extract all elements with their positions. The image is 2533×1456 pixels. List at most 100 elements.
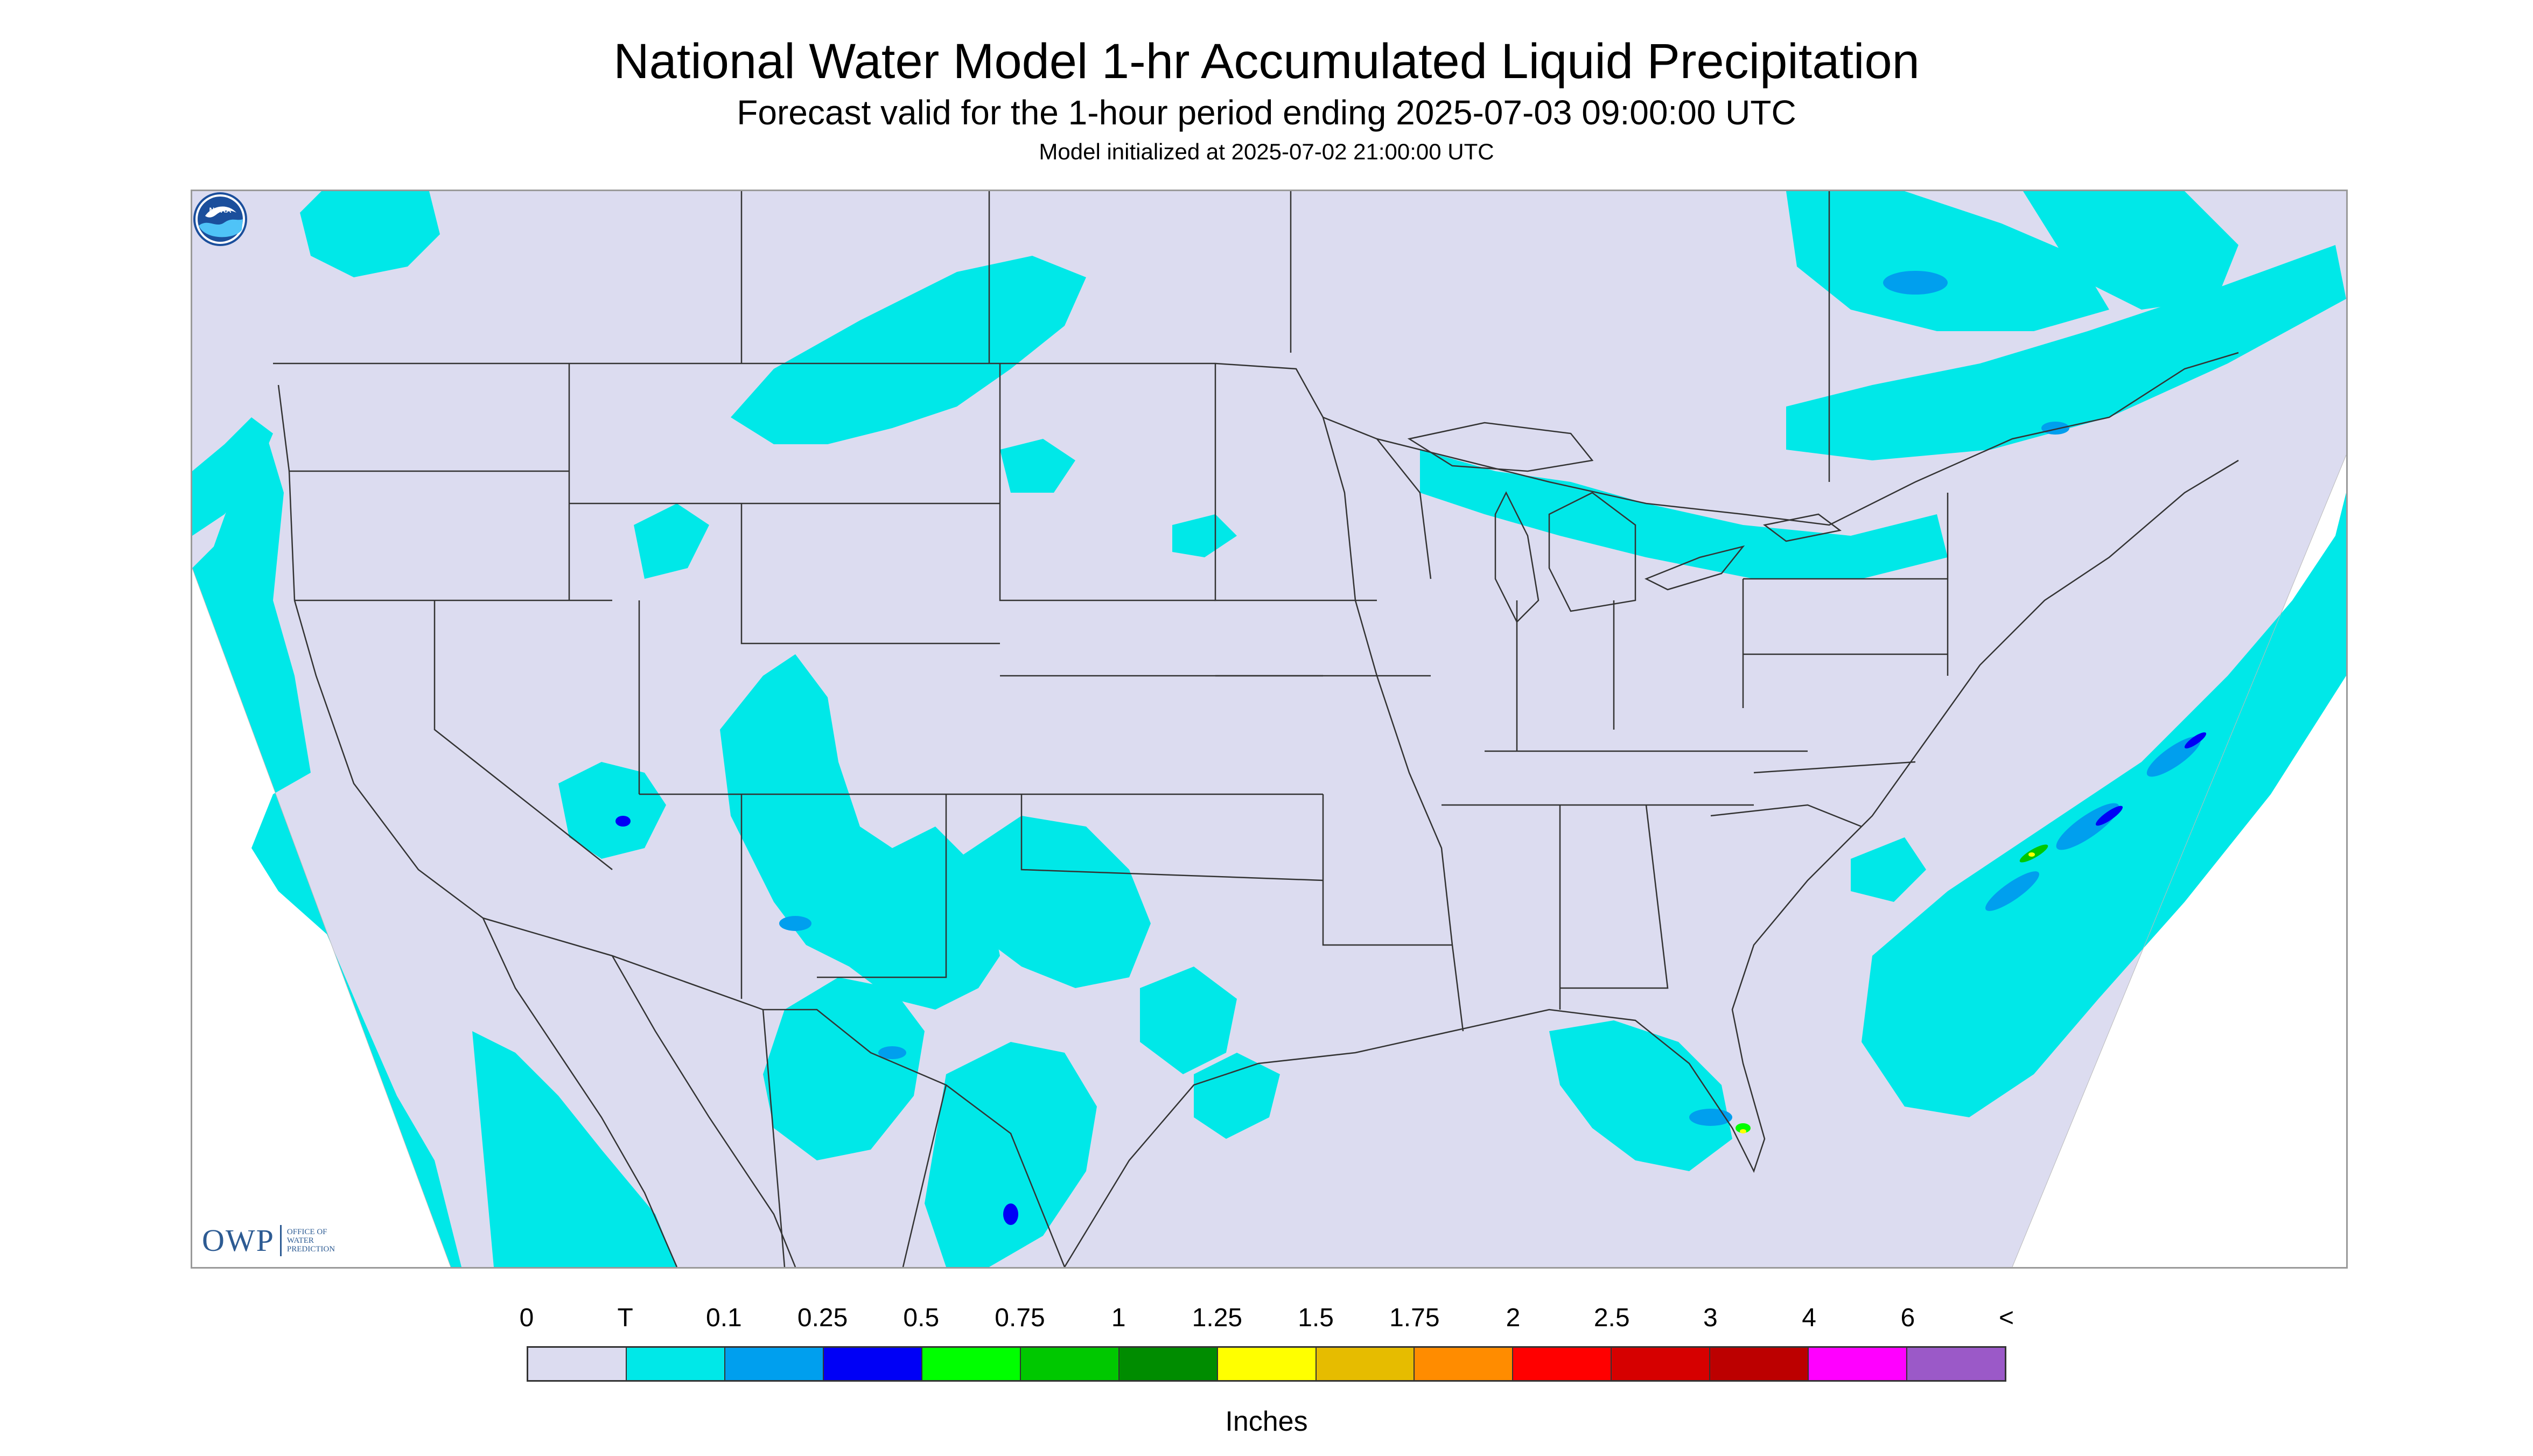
legend-tick-label: 0.25 <box>797 1304 848 1332</box>
legend-swatch <box>1316 1348 1415 1380</box>
legend-swatch <box>823 1348 922 1380</box>
florida-cluster <box>1549 1020 1732 1171</box>
quebec-cell <box>2041 422 2069 435</box>
state-line-nm-tx <box>817 794 947 978</box>
legend-swatch <box>1217 1348 1317 1380</box>
state-line-ar-la <box>1322 794 1452 946</box>
pacific-coast-band <box>192 439 461 1267</box>
atlantic-offshore-band <box>1862 493 2346 1117</box>
state-line-va-nc <box>1753 761 1916 774</box>
legend-tick-label: 4 <box>1802 1304 1816 1332</box>
legend-tick-label: T <box>617 1304 633 1332</box>
baja-mexico-band <box>472 1031 677 1267</box>
legend-swatch <box>1809 1348 1908 1380</box>
map-canvas <box>192 191 2346 1267</box>
atlantic-yellow-cell <box>2028 852 2035 857</box>
state-line-ca-nv <box>433 600 613 870</box>
hudson-bay-band <box>1786 191 2109 331</box>
legend-swatch <box>922 1348 1021 1380</box>
legend-units-label: Inches <box>1225 1406 1308 1437</box>
noaa-logo: NOAA <box>193 192 247 246</box>
noaa-logo-text: NOAA <box>209 206 231 214</box>
mexico-cell <box>878 1046 906 1059</box>
legend-tick-label: 1.5 <box>1298 1304 1334 1332</box>
legend-swatch <box>1020 1348 1119 1380</box>
legend-tick-label: 0.75 <box>995 1304 1045 1332</box>
legend-swatch <box>1710 1348 1809 1380</box>
legend-tick-label: 0 <box>519 1304 534 1332</box>
precipitation-map: OWP OFFICE OF WATER PREDICTION NOAA <box>191 190 2348 1269</box>
lake-ontario <box>1763 513 1842 542</box>
moderate-precip-areas <box>615 732 2207 1225</box>
state-line-dakotas <box>999 363 1215 601</box>
northern-mexico-east-cluster <box>1140 967 1237 1074</box>
atlantic-core-a <box>2096 806 2123 826</box>
legend-tick-label: < <box>1998 1304 2014 1332</box>
legend-swatch <box>725 1348 824 1380</box>
upper-plains-scatter <box>1000 439 1075 493</box>
owp-logo-letters: OWP <box>202 1223 275 1258</box>
legend-swatch <box>528 1348 627 1380</box>
legend-swatch <box>1513 1348 1612 1380</box>
southwest-core <box>615 816 631 827</box>
mexico-central-cluster <box>925 1042 1097 1267</box>
domain-edge <box>192 568 451 1267</box>
hudson-bay-cell <box>1883 271 1948 295</box>
owp-logo-divider <box>279 1224 282 1256</box>
model-init-line: Model initialized at 2025-07-02 21:00:00… <box>1039 139 1494 164</box>
us-canada-border <box>273 352 2239 526</box>
lower-michigan <box>1548 492 1636 612</box>
atlantic-cell-c <box>1985 871 2039 911</box>
legend-swatch <box>1119 1348 1218 1380</box>
state-line-ok-tx <box>1020 794 1324 881</box>
state-line-mn-ia <box>1214 363 1377 601</box>
domain-edge-right <box>2012 454 2346 1267</box>
heavy-precip-areas <box>1736 844 2048 1133</box>
mexico-state-line-a <box>762 1009 786 1267</box>
labrador-band <box>2023 191 2238 310</box>
legend-swatch <box>626 1348 725 1380</box>
state-line-nc-sc <box>1710 804 1862 828</box>
gulf-coastline <box>1063 459 2239 1267</box>
legend-swatch <box>1415 1348 1514 1380</box>
canada-prairie-band <box>731 256 1086 444</box>
idaho-cluster <box>634 503 709 579</box>
texas-panhandle-cluster <box>957 816 1151 988</box>
legend-tick-label: 1 <box>1111 1304 1126 1332</box>
state-line-al-ga <box>1560 804 1669 989</box>
bc-interior-band <box>300 191 440 277</box>
carolina-coast-cluster <box>1851 837 1926 902</box>
legend-tick-label: 2 <box>1506 1304 1521 1332</box>
gulf-texas-coast-cluster <box>1194 1053 1280 1139</box>
legend-tick-label: 6 <box>1900 1304 1915 1332</box>
mexico-state-line-b <box>902 1084 947 1267</box>
legend-tick-label: 1.25 <box>1192 1304 1243 1332</box>
pacific-nw-band <box>192 417 273 536</box>
lake-superior <box>1407 422 1594 472</box>
legend-swatch <box>1612 1348 1711 1380</box>
color-legend <box>527 1346 2006 1382</box>
state-line-wi-mi <box>1376 438 1432 579</box>
nebraska-scatter <box>1172 514 1237 557</box>
legend-tick-label: 0.5 <box>903 1304 940 1332</box>
florida-green-cell <box>1736 1123 1751 1133</box>
mississippi-river <box>1322 417 1464 1032</box>
legend-tick-label: 1.75 <box>1389 1304 1440 1332</box>
owp-logo-text: OFFICE OF WATER PREDICTION <box>286 1227 335 1254</box>
mexico-core <box>1003 1203 1018 1225</box>
lake-erie <box>1644 545 1745 591</box>
forecast-valid-subtitle: Forecast valid for the 1-hour period end… <box>737 93 1796 132</box>
political-boundaries <box>273 191 2239 1267</box>
atlantic-core-b <box>2184 732 2207 748</box>
legend-swatch <box>1907 1348 2005 1380</box>
lake-michigan <box>1494 491 1540 624</box>
state-line-wy-co <box>740 503 1000 645</box>
southwest-cell <box>779 916 811 931</box>
legend-tick-label: 0.1 <box>706 1304 742 1332</box>
legend-tick-label: 3 <box>1703 1304 1718 1332</box>
us-mexico-border <box>482 917 1066 1267</box>
owp-logo: OWP OFFICE OF WATER PREDICTION <box>202 1222 352 1258</box>
baja-coastline <box>482 918 678 1267</box>
florida-yellow-cell <box>1740 1129 1746 1133</box>
map-title: National Water Model 1-hr Accumulated Li… <box>613 34 1920 89</box>
